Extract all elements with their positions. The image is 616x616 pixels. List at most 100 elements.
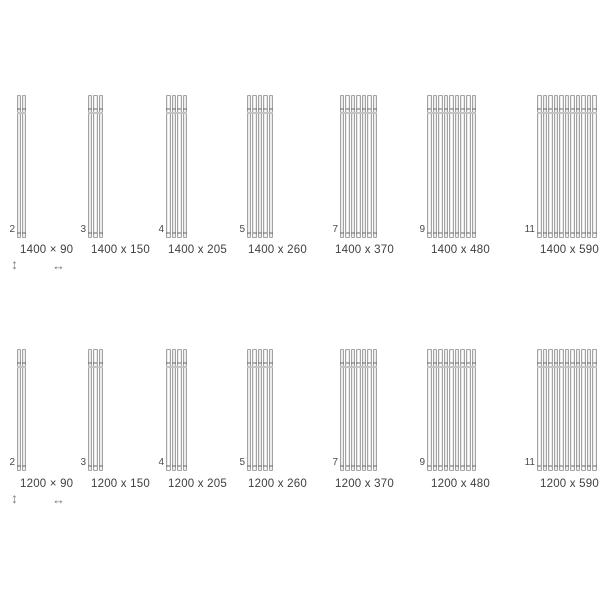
radiator-tube: [171, 349, 176, 471]
radiator-tube: [17, 349, 21, 471]
radiator-figure: [247, 95, 274, 238]
radiator-tube: [542, 349, 548, 471]
tube-count-label: 3: [80, 457, 86, 468]
radiator-figure: [537, 95, 598, 238]
radiator-tube: [592, 349, 598, 471]
radiator-tube: [356, 95, 361, 238]
radiator-tube: [252, 349, 257, 471]
radiator-figure: [247, 349, 274, 471]
size-label: 1200 x 150: [91, 478, 150, 490]
radiator-tube: [252, 95, 257, 238]
radiator-figure: [340, 349, 377, 471]
radiator-tube: [443, 95, 449, 238]
bracket-line: [17, 112, 26, 114]
radiator-tube: [548, 95, 553, 238]
radiator-tube: [548, 349, 553, 471]
radiator-tube: [460, 349, 465, 471]
radiator-tube: [570, 95, 575, 238]
tube-count-label: 11: [524, 457, 535, 468]
radiator-tube: [581, 349, 586, 471]
radiator-figure: [17, 95, 26, 238]
radiator-tube: [471, 349, 477, 471]
radiator-tube: [443, 349, 449, 471]
radiator-tube: [93, 95, 98, 238]
tube-count-label: 5: [239, 457, 245, 468]
radiator-tube: [98, 349, 103, 471]
tube-count-label: 2: [9, 457, 15, 468]
radiator-tube: [367, 95, 372, 238]
height-arrow-icon: ↕: [11, 490, 18, 506]
bracket-line: [17, 366, 26, 368]
radiator-figure: [537, 349, 598, 471]
radiator-tube: [592, 95, 598, 238]
size-label: 1400 × 90: [20, 244, 74, 256]
radiator-tube: [263, 349, 268, 471]
radiator-tube: [17, 95, 21, 238]
radiator-tube: [438, 95, 443, 238]
radiator-tube: [559, 349, 564, 471]
radiator-tube: [166, 95, 171, 238]
size-label: 1200 x 205: [168, 478, 227, 490]
bracket-line: [340, 112, 377, 114]
size-label: 1200 x 370: [335, 478, 394, 490]
radiator-tube: [586, 349, 592, 471]
size-label: 1400 x 370: [335, 244, 394, 256]
radiator-tube: [586, 95, 592, 238]
radiator-tube: [247, 349, 252, 471]
radiator-tube: [449, 349, 454, 471]
radiator-tube: [257, 95, 263, 238]
radiator-figure: [88, 349, 103, 471]
bracket-line: [166, 112, 187, 114]
radiator-tube: [166, 349, 171, 471]
bracket-line: [88, 112, 103, 114]
bracket-line: [247, 112, 273, 114]
size-label: 1400 x 590: [540, 244, 599, 256]
bracket-line: [537, 366, 597, 368]
radiator-tube: [361, 95, 367, 238]
radiator-tube: [263, 95, 268, 238]
bracket-line: [166, 366, 187, 368]
radiator-figure: [88, 95, 103, 238]
tube-count-label: 11: [524, 224, 535, 235]
radiator-tube: [177, 95, 182, 238]
tube-count-label: 7: [332, 224, 338, 235]
radiator-tube: [465, 95, 471, 238]
bracket-line: [340, 366, 377, 368]
radiator-figure: [166, 349, 187, 471]
width-arrow-icon: ↔: [52, 258, 65, 273]
radiator-tube: [564, 349, 570, 471]
size-label: 1200 x 590: [540, 478, 599, 490]
tube-count-label: 7: [332, 457, 338, 468]
tube-count-label: 2: [9, 224, 15, 235]
radiator-tube: [356, 349, 361, 471]
radiator-tube: [564, 95, 570, 238]
size-label: 1200 x 480: [431, 478, 490, 490]
bracket-line: [537, 112, 597, 114]
radiator-tube: [340, 95, 345, 238]
bracket-line: [427, 366, 476, 368]
radiator-tube: [575, 95, 581, 238]
size-label: 1400 x 480: [431, 244, 490, 256]
size-label: 1200 × 90: [20, 478, 74, 490]
tube-count-label: 9: [419, 457, 425, 468]
radiator-tube: [88, 95, 93, 238]
radiator-tube: [22, 349, 26, 471]
radiator-tube: [345, 95, 350, 238]
radiator-tube: [350, 95, 356, 238]
radiator-tube: [345, 349, 350, 471]
radiator-tube: [361, 349, 367, 471]
radiator-tube: [581, 95, 586, 238]
radiator-tube: [537, 95, 542, 238]
radiator-tube: [575, 349, 581, 471]
radiator-tube: [449, 95, 454, 238]
tube-count-label: 5: [239, 224, 245, 235]
radiator-tube: [22, 95, 26, 238]
radiator-tube: [182, 95, 187, 238]
bracket-line: [427, 112, 476, 114]
radiator-tube: [177, 349, 182, 471]
radiator-tube: [553, 349, 559, 471]
radiator-tube: [432, 349, 438, 471]
radiator-tube: [372, 349, 377, 471]
size-label: 1400 x 260: [248, 244, 307, 256]
